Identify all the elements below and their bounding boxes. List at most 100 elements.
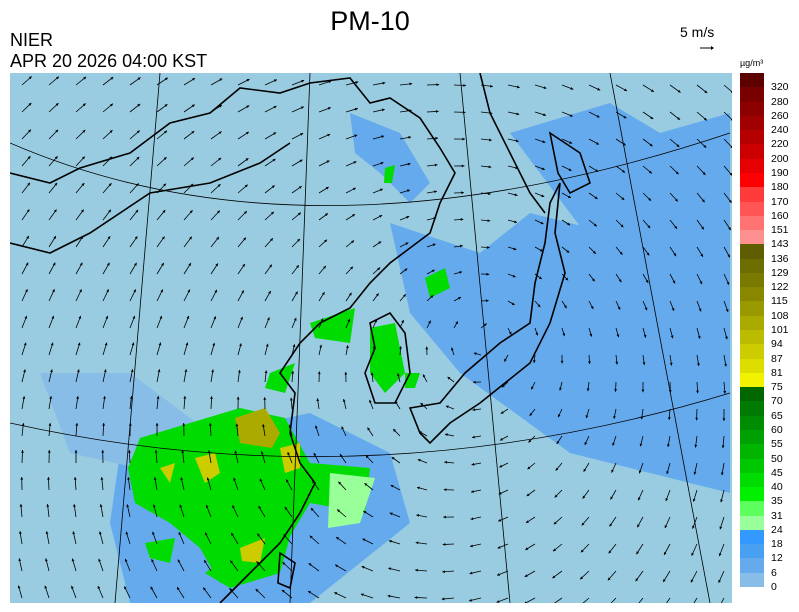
wind-arrowhead bbox=[21, 423, 25, 426]
wind-arrowhead bbox=[541, 194, 545, 198]
wind-arrowhead bbox=[73, 504, 76, 507]
wind-arrowhead bbox=[18, 531, 22, 534]
wind-arrowhead bbox=[539, 248, 543, 252]
wind-arrowhead bbox=[677, 89, 681, 93]
wind-arrowhead bbox=[367, 427, 371, 431]
wind-arrowhead bbox=[553, 548, 557, 552]
wind-arrowhead bbox=[433, 216, 437, 220]
wind-arrowhead bbox=[515, 139, 519, 143]
wind-arrowhead bbox=[483, 323, 487, 327]
wind-arrowhead bbox=[317, 371, 321, 375]
organization-label: NIER bbox=[10, 30, 54, 50]
wind-arrowhead bbox=[543, 86, 547, 90]
legend-label: 240 bbox=[771, 124, 789, 137]
wind-arrowhead bbox=[335, 564, 339, 568]
wind-arrowhead bbox=[26, 235, 29, 239]
wind-arrowhead bbox=[102, 396, 106, 399]
wind-arrowhead bbox=[110, 77, 114, 80]
wind-arrowhead bbox=[23, 369, 26, 373]
wind-arrowhead bbox=[434, 190, 437, 194]
wind-arrowhead bbox=[134, 262, 137, 266]
wind-arrowhead bbox=[298, 186, 302, 189]
wind-vectors bbox=[17, 76, 732, 603]
legend-swatch bbox=[740, 387, 764, 402]
wind-arrowhead bbox=[178, 532, 182, 536]
wind-arrowhead bbox=[361, 566, 365, 569]
wind-arrowhead bbox=[537, 304, 541, 308]
wind-arrowhead bbox=[696, 363, 700, 367]
wind-arrowhead bbox=[406, 216, 410, 219]
wind-arrowhead bbox=[514, 193, 518, 197]
wind-arrowhead bbox=[471, 462, 475, 466]
wind-arrowhead bbox=[369, 399, 372, 403]
legend-swatch bbox=[740, 301, 764, 316]
wind-arrowhead bbox=[237, 369, 241, 373]
legend-label: 50 bbox=[771, 452, 783, 465]
wind-arrowhead bbox=[189, 210, 193, 214]
wind-arrowhead bbox=[270, 211, 274, 215]
legend-swatch bbox=[740, 529, 764, 545]
reference-arrow-icon bbox=[700, 46, 714, 50]
wind-arrowhead bbox=[584, 441, 588, 445]
wind-arrowhead bbox=[441, 597, 445, 601]
wind-arrowhead bbox=[645, 279, 649, 283]
legend-label: 40 bbox=[771, 481, 783, 494]
wind-arrowhead bbox=[554, 494, 558, 498]
wind-arrowhead bbox=[442, 542, 446, 546]
wind-arrowhead bbox=[488, 192, 491, 196]
wind-arrowhead bbox=[489, 138, 492, 142]
legend-swatch bbox=[740, 501, 764, 516]
wind-arrowhead bbox=[378, 241, 382, 245]
wind-arrowhead bbox=[163, 183, 166, 187]
wind-arrowhead bbox=[213, 316, 217, 320]
wind-arrowhead bbox=[255, 588, 259, 592]
wind-arrowhead bbox=[205, 504, 209, 508]
wind-arrowhead bbox=[45, 531, 49, 535]
wind-arrowhead bbox=[703, 144, 707, 148]
wind-arrowhead bbox=[532, 360, 536, 363]
wind-arrowhead bbox=[615, 361, 619, 365]
wind-arrowhead bbox=[98, 558, 102, 562]
wind-arrowhead bbox=[377, 267, 381, 271]
wind-arrowhead bbox=[355, 81, 359, 84]
wind-arrowhead bbox=[473, 352, 477, 356]
wind-arrowhead bbox=[501, 384, 505, 388]
legend-swatch bbox=[740, 515, 764, 530]
wind-arrowhead bbox=[498, 491, 502, 495]
wind-arrowhead bbox=[648, 170, 652, 174]
wind-arrowhead bbox=[563, 305, 567, 309]
legend-label: 280 bbox=[771, 95, 789, 108]
wind-arrowhead bbox=[622, 169, 626, 173]
wind-arrowhead bbox=[125, 531, 129, 535]
wind-arrowhead bbox=[106, 262, 110, 266]
wind-arrowhead bbox=[218, 105, 222, 108]
wind-arrowhead bbox=[674, 225, 678, 229]
wind-arrowhead bbox=[580, 549, 584, 553]
wind-arrowhead bbox=[315, 425, 318, 429]
wind-arrowhead bbox=[156, 396, 160, 399]
wind-arrowhead bbox=[696, 390, 699, 394]
wind-arrowhead bbox=[388, 539, 392, 543]
legend-label: 31 bbox=[771, 509, 783, 522]
wind-arrowhead bbox=[273, 132, 277, 136]
wind-arrowhead bbox=[51, 315, 55, 319]
wind-arrowhead bbox=[48, 423, 52, 426]
wind-arrowhead bbox=[53, 209, 57, 213]
wind-arrowhead bbox=[408, 109, 412, 113]
wind-arrowhead bbox=[730, 145, 732, 149]
wind-arrowhead bbox=[430, 295, 434, 299]
wind-arrowhead bbox=[161, 236, 165, 240]
wind-arrowhead bbox=[405, 242, 409, 246]
wind-arrowhead bbox=[620, 224, 624, 228]
wind-arrowhead bbox=[21, 450, 24, 453]
wind-arrowhead bbox=[75, 423, 79, 426]
legend-swatch bbox=[740, 244, 764, 259]
wind-arrowhead bbox=[206, 477, 210, 481]
legend-label: 60 bbox=[771, 423, 783, 436]
wind-arrowhead bbox=[596, 114, 600, 118]
wind-arrowhead bbox=[53, 236, 56, 239]
wind-arrowhead bbox=[609, 523, 613, 527]
legend-label: 200 bbox=[771, 152, 789, 165]
wind-arrowhead bbox=[408, 136, 412, 139]
wind-arrowhead bbox=[607, 577, 611, 581]
